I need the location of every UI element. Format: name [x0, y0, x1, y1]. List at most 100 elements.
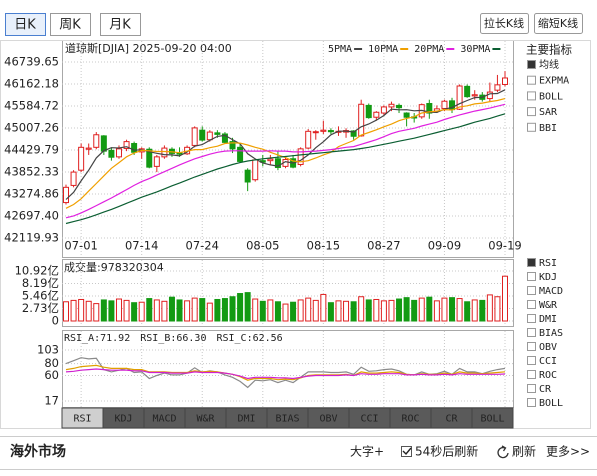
sub-indicator-checkbox[interactable]: [527, 258, 536, 267]
font-button[interactable]: 大字+: [350, 444, 384, 459]
period-tab[interactable]: [5, 13, 46, 36]
candle-body: [191, 127, 198, 146]
candle-body: [153, 156, 160, 167]
candle-body: [206, 131, 213, 141]
legend-label: 10PMA: [368, 44, 398, 55]
sub-indicator-checkbox[interactable]: [527, 272, 536, 281]
sub-indicator-label[interactable]: BOLL: [539, 398, 563, 409]
indicator-tab-label[interactable]: KDJ: [114, 414, 132, 425]
sub-indicator-checkbox[interactable]: [527, 384, 536, 393]
candle-body: [305, 130, 312, 149]
sub-indicator-label[interactable]: RSI: [539, 258, 557, 269]
volume-bar: [153, 299, 160, 322]
volume-bar: [486, 294, 493, 322]
volume-bar: [297, 299, 304, 322]
volume-bar: [403, 297, 410, 322]
sub-indicator-checkbox[interactable]: [527, 398, 536, 407]
candle-body: [486, 91, 493, 100]
volume-bar: [290, 301, 297, 322]
sub-indicator-checkbox[interactable]: [527, 314, 536, 323]
volume-bar: [433, 300, 440, 322]
refresh-checkbox[interactable]: [401, 446, 412, 457]
volume-bar: [176, 299, 183, 322]
volume-bar: [320, 293, 327, 322]
sub-indicator-label[interactable]: OBV: [539, 342, 557, 353]
sub-indicator-label[interactable]: KDJ: [539, 272, 557, 283]
indicator-title: 主要指标: [526, 43, 572, 57]
volume-bar: [471, 299, 478, 322]
series-line: [65, 98, 506, 209]
volume-bar: [138, 301, 145, 322]
sub-indicator-checkbox[interactable]: [527, 356, 536, 365]
candle-body: [403, 112, 410, 118]
candle-body: [464, 85, 471, 98]
sub-indicator-label[interactable]: MACD: [539, 286, 563, 297]
indicator-checkbox[interactable]: [527, 75, 536, 85]
indicator-tab[interactable]: [471, 407, 514, 429]
candle-body: [350, 130, 357, 137]
sub-indicator-checkbox[interactable]: [527, 370, 536, 379]
candle-body: [131, 143, 138, 153]
sub-indicator-label[interactable]: ROC: [539, 370, 557, 381]
indicator-label[interactable]: SAR: [539, 107, 558, 118]
period-tab-label[interactable]: 月K: [109, 18, 131, 33]
sub-indicator-label[interactable]: DMI: [539, 314, 557, 325]
series-line: [65, 368, 506, 380]
sub-indicator-label[interactable]: CR: [539, 384, 552, 395]
auto-refresh[interactable]: 54秒后刷新: [415, 444, 478, 459]
sub-indicator-checkbox[interactable]: [527, 328, 536, 337]
sub-indicator-checkbox[interactable]: [527, 342, 536, 351]
period-tab-label[interactable]: 周K: [59, 18, 81, 33]
x-tick-label: 09-19: [488, 239, 521, 253]
volume-bar: [244, 292, 251, 322]
indicator-checkbox[interactable]: [527, 107, 536, 117]
indicator-label[interactable]: BOLL: [539, 91, 563, 102]
series-line: [65, 113, 506, 225]
indicator-checkbox[interactable]: [527, 91, 536, 101]
indicator-label[interactable]: EXPMA: [539, 76, 569, 87]
indicator-tab-label[interactable]: MACD: [152, 414, 176, 425]
legend-label: RSI_C:62.56: [216, 333, 282, 344]
period-tab[interactable]: [100, 13, 141, 36]
volume-bar: [441, 297, 448, 322]
sub-indicator-label[interactable]: BIAS: [539, 328, 563, 339]
volume-bar: [78, 298, 85, 322]
zoom-button-label[interactable]: 缩短K线: [538, 16, 578, 30]
indicator-tab-label[interactable]: ROC: [401, 414, 419, 425]
indicator-label[interactable]: BBI: [539, 123, 557, 134]
zoom-button[interactable]: [480, 13, 529, 34]
sub-indicator-label[interactable]: CCI: [539, 356, 557, 367]
x-tick-label: 07-01: [64, 239, 97, 253]
volume-bar: [380, 300, 387, 322]
indicator-tab-label[interactable]: BOLL: [480, 414, 504, 425]
sub-indicator-checkbox[interactable]: [527, 300, 536, 309]
candle-body: [146, 148, 153, 168]
more-link[interactable]: 更多>>: [546, 445, 590, 459]
volume-bar: [123, 299, 130, 322]
period-tab-label[interactable]: 日K: [14, 18, 36, 33]
indicator-tab-label[interactable]: CR: [445, 414, 458, 425]
refresh-button[interactable]: 刷新: [512, 444, 536, 459]
volume-bar: [221, 298, 228, 322]
x-tick-label: 08-15: [307, 239, 340, 253]
period-tab[interactable]: [50, 13, 91, 36]
volume-bar: [146, 298, 153, 322]
volume-bar: [229, 296, 236, 322]
indicator-tab-label[interactable]: RSI: [73, 414, 91, 425]
zoom-button[interactable]: [534, 13, 583, 34]
sub-indicator-label[interactable]: W&R: [539, 300, 558, 311]
indicator-tab-label[interactable]: W&R: [196, 414, 215, 425]
sub-indicator-checkbox[interactable]: [527, 286, 536, 295]
indicator-tab-label[interactable]: DMI: [237, 414, 255, 425]
y-tick-label: 8.19亿: [22, 276, 59, 290]
zoom-button-label[interactable]: 拉长K线: [484, 16, 524, 30]
candle-body: [214, 132, 221, 135]
indicator-label[interactable]: 均线: [539, 58, 559, 71]
volume-bar: [426, 296, 433, 322]
indicator-checkbox[interactable]: [527, 122, 536, 132]
volume-bar: [396, 298, 403, 322]
indicator-checkbox[interactable]: [527, 60, 536, 69]
indicator-tab-label[interactable]: CCI: [360, 414, 378, 425]
indicator-tab-label[interactable]: BIAS: [275, 414, 299, 425]
indicator-tab-label[interactable]: OBV: [319, 414, 337, 425]
